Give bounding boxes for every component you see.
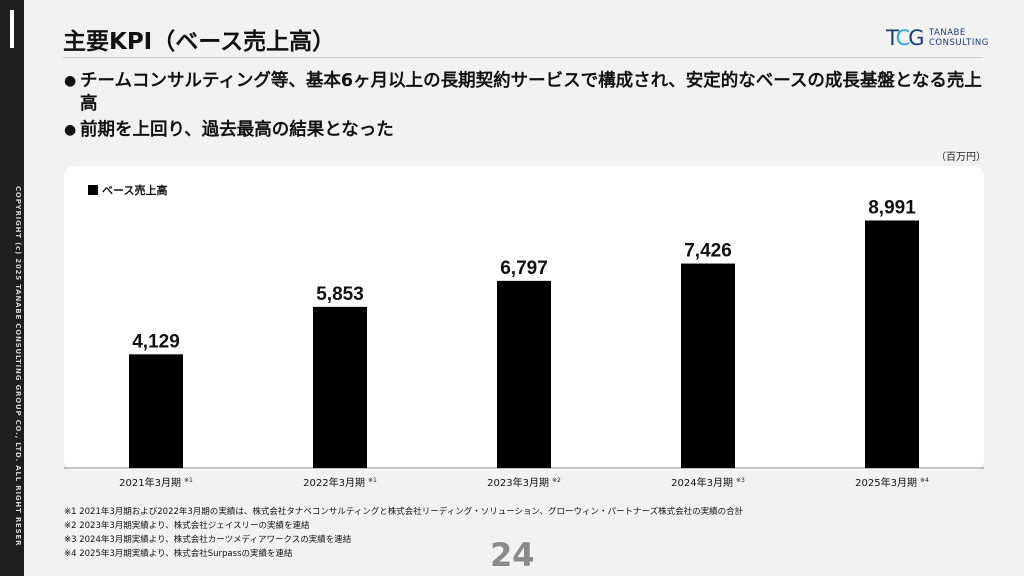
title-divider (63, 57, 983, 58)
bar-chart: 4,129 2021年3月期 ※1 5,853 2022年3月期 ※1 6,797 2023年… (64, 197, 984, 489)
footnote: ※3 2024年3月期実績より、株式会社カーツメディアワークスの実績を連結 (64, 535, 352, 545)
bullet-text: チームコンサルティング等、基本6ヶ月以上の長期契約サービスで構成され、安定的なベ… (80, 71, 982, 114)
legend-label: ベース売上高 (102, 184, 168, 197)
x-tick-label: 2021年3月期 ※1 (119, 476, 193, 489)
bar (129, 354, 183, 468)
logo-name-line1: TANABE (929, 28, 966, 38)
data-label: 5,853 (316, 284, 364, 305)
side-bar: COPYRIGHT (c) 2025 TANABE CONSULTING GRO… (0, 0, 24, 576)
bullet-text: 前期を上回り、過去最高の結果となった (80, 120, 394, 140)
legend-swatch (88, 185, 98, 195)
logo-mark: TCG (886, 26, 925, 50)
footnote: ※1 2021年3月期および2022年3月期の実績は、株式会社タナベコンサルティ… (64, 507, 744, 517)
unit-label: （百万円） (936, 152, 986, 163)
footnotes: ※1 2021年3月期および2022年3月期の実績は、株式会社タナベコンサルティ… (64, 505, 743, 561)
page-title: 主要KPI（ベース売上高） (63, 29, 336, 55)
bar (497, 280, 551, 468)
company-logo: TCG TANABE CONSULTING (886, 26, 989, 50)
footnote: ※4 2025年3月期実績より、株式会社Surpassの実績を連結 (64, 549, 293, 559)
x-tick-note: ※3 (736, 477, 745, 484)
side-accent (10, 10, 14, 48)
chart-legend: ベース売上高 (88, 182, 167, 198)
bullet-item: ● 前期を上回り、過去最高の結果となった (64, 119, 994, 142)
x-tick-label: 2024年3月期 ※3 (671, 476, 745, 489)
x-tick-label: 2025年3月期 ※4 (855, 476, 929, 489)
data-label: 7,426 (684, 241, 732, 262)
bar (681, 263, 735, 468)
bar (313, 306, 367, 468)
bar (865, 220, 919, 468)
bullet-item: ● チームコンサルティング等、基本6ヶ月以上の長期契約サービスで構成され、安定的… (64, 70, 994, 116)
data-label: 6,797 (500, 258, 548, 279)
copyright-text: COPYRIGHT (c) 2025 TANABE CONSULTING GRO… (14, 186, 22, 546)
page-number: 24 (490, 536, 535, 574)
x-tick-label: 2023年3月期 ※2 (487, 476, 561, 489)
x-tick-note: ※4 (920, 477, 929, 484)
logo-name: TANABE CONSULTING (929, 28, 989, 48)
x-tick-note: ※1 (184, 477, 193, 484)
x-tick-label: 2022年3月期 ※1 (303, 476, 377, 489)
x-tick-note: ※1 (368, 477, 377, 484)
footnote: ※2 2023年3月期実績より、株式会社ジェイスリーの実績を連結 (64, 521, 310, 531)
data-label: 4,129 (132, 331, 180, 352)
x-tick-note: ※2 (552, 477, 561, 484)
data-label: 8,991 (868, 197, 916, 218)
bullet-list: ● チームコンサルティング等、基本6ヶ月以上の長期契約サービスで構成され、安定的… (64, 70, 994, 145)
bullet-dot-icon: ● (64, 122, 77, 138)
bullet-dot-icon: ● (64, 73, 77, 89)
logo-name-line2: CONSULTING (929, 38, 989, 48)
